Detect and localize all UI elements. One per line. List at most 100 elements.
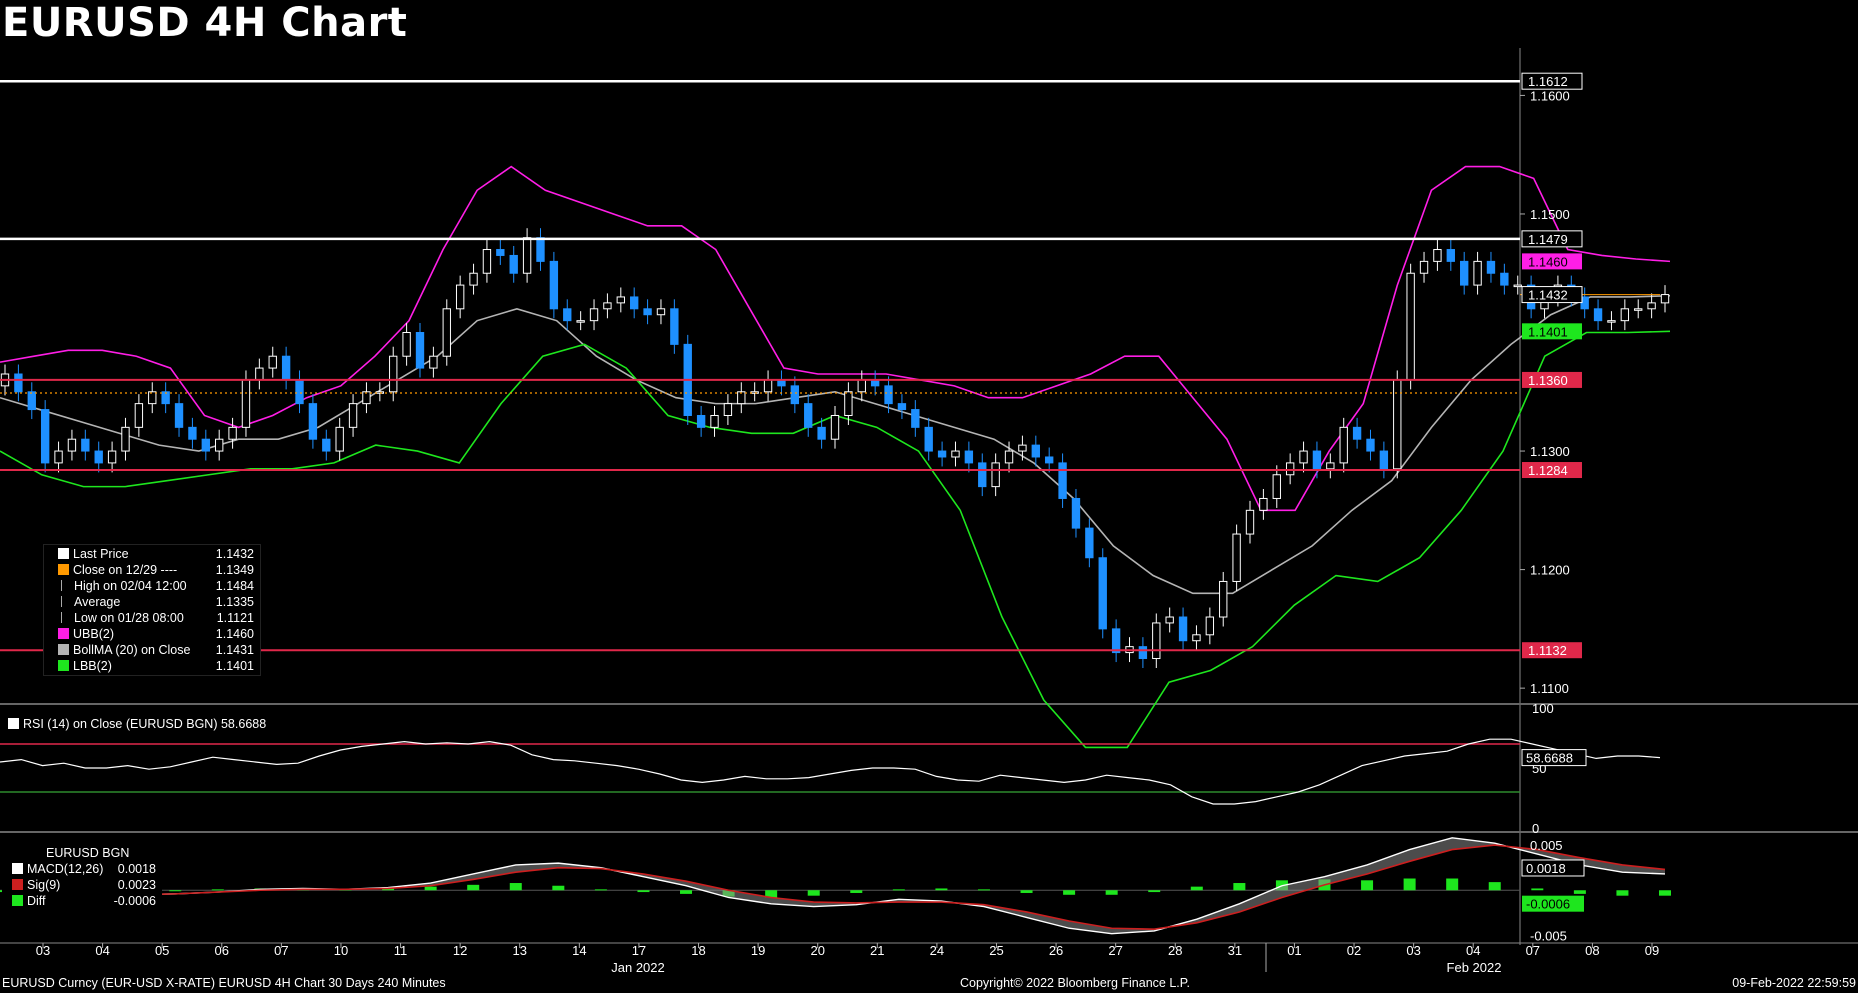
- candle-body: [817, 426, 826, 440]
- macd-diff-bar: [680, 890, 693, 894]
- signal-line: [4, 844, 1666, 930]
- candle-body: [1018, 444, 1027, 452]
- candle-body: [509, 254, 518, 274]
- legend-label: BollMA (20) on Close: [73, 643, 191, 657]
- candle-body: [1031, 444, 1040, 458]
- time-axis-label: 09: [1645, 943, 1659, 958]
- time-axis-label: 04: [95, 943, 109, 958]
- macd-diff-bar: [509, 883, 522, 891]
- macd-diff-bar: [1190, 886, 1203, 891]
- macd-diff-bar: [1616, 890, 1629, 896]
- candle-body: [1593, 308, 1603, 322]
- month-label: Feb 2022: [1447, 960, 1502, 975]
- macd-diff-bar: [1105, 890, 1118, 895]
- candle-body: [1205, 616, 1215, 636]
- macd-panel: -0.005 0.005 0.0018 -0.0006: [0, 837, 1671, 943]
- candle-body: [402, 332, 411, 357]
- time-axis-label: 02: [1347, 943, 1361, 958]
- candle-body: [455, 284, 465, 310]
- candle-body: [1486, 260, 1496, 274]
- candle-body: [1085, 527, 1094, 559]
- footer-security-description: EURUSD Curncy (EUR-USD X-RATE) EURUSD 4H…: [2, 976, 446, 990]
- macd-diff-bar: [467, 884, 480, 891]
- macd-diff-bar: [935, 888, 948, 891]
- candle-body: [1232, 533, 1241, 582]
- rsi-legend: RSI (14) on Close (EURUSD BGN) 58.6688: [8, 716, 308, 732]
- legend-label: UBB(2): [73, 627, 114, 641]
- candle-body: [1607, 320, 1616, 323]
- time-axis-label: 24: [930, 943, 944, 958]
- candle-body: [1339, 426, 1348, 464]
- rsi-legend-label: RSI (14) on Close (EURUSD BGN): [23, 717, 218, 731]
- price-tag-box: [1521, 286, 1583, 304]
- macd-diff-bar: [552, 885, 565, 891]
- candle-body: [215, 438, 224, 452]
- legend-value: 1.1335: [215, 595, 254, 609]
- bollinger-ma-line: [0, 294, 1671, 595]
- candle-body: [978, 462, 987, 488]
- candle-body: [362, 391, 371, 405]
- candle-body: [1111, 628, 1121, 654]
- candle-body: [188, 426, 197, 440]
- level-tag-box: [1522, 462, 1582, 479]
- macd-tag-label: 0.0018: [1526, 861, 1566, 876]
- macd-diff-bar: [850, 890, 863, 893]
- legend-label: High on 02/04 12:00: [74, 579, 187, 593]
- macd-legend-row: Diff -0.0006: [2, 893, 162, 909]
- candle-body: [1446, 249, 1455, 262]
- time-axis-label: 18: [691, 943, 705, 958]
- candle-body: [1299, 450, 1308, 464]
- legend-swatch: [61, 580, 68, 591]
- macd-line: [4, 837, 1666, 935]
- candle-body: [121, 426, 130, 452]
- legend-row: UBB(2) 1.1460: [44, 626, 260, 642]
- candle-body: [1004, 450, 1014, 464]
- legend-value: 1.1121: [216, 611, 254, 625]
- candle-body: [429, 355, 438, 369]
- rsi-tag-box: [1521, 749, 1587, 767]
- price-axis-label: 1.1200: [1530, 563, 1570, 578]
- level-tag-label: 1.1612: [1528, 74, 1568, 89]
- candle-body: [241, 379, 251, 428]
- rsi-tag-label: 58.6688: [1526, 751, 1573, 766]
- level-tag-label: 1.1284: [1528, 463, 1568, 478]
- legend-swatch: [58, 564, 69, 575]
- macd-diff-bar: [424, 886, 437, 891]
- candle-body: [335, 426, 344, 452]
- candle-body: [1272, 474, 1281, 499]
- price-tag-label: 1.1460: [1528, 254, 1568, 269]
- candle-body: [94, 450, 103, 464]
- macd-diff-bar: [1531, 888, 1544, 891]
- macd-legend-swatch: [12, 879, 23, 890]
- time-axis-label: 13: [513, 943, 527, 958]
- level-tag-box: [1522, 642, 1582, 659]
- level-tag-box: [1521, 230, 1583, 248]
- candle-body: [134, 403, 144, 428]
- candle-body: [1219, 580, 1228, 618]
- macd-diff-bar: [807, 890, 820, 896]
- macd-diff-bar: [594, 889, 607, 891]
- candle-body: [563, 308, 572, 322]
- time-axis-label: 12: [453, 943, 467, 958]
- candle-body: [107, 450, 117, 464]
- macd-legend-row: Sig(9) 0.0023: [2, 877, 162, 893]
- candle-body: [1419, 260, 1429, 274]
- candle-body: [656, 308, 666, 316]
- macd-legend: EURUSD BGN MACD(12,26) 0.0018 Sig(9) 0.0023…: [2, 845, 162, 909]
- macd-diff-bar: [1233, 883, 1246, 891]
- candle-body: [897, 403, 907, 411]
- legend-row: High on 02/04 12:00 1.1484: [44, 578, 260, 594]
- legend-row: Low on 01/28 08:00 1.1121: [44, 610, 260, 626]
- macd-diff-bar: [765, 890, 778, 898]
- time-axis-label: 14: [572, 943, 586, 958]
- candle-body: [991, 462, 1000, 488]
- candle-body: [1634, 308, 1643, 311]
- time-axis-label: 06: [215, 943, 229, 958]
- candle-body: [603, 302, 612, 310]
- macd-diff-bar: [382, 888, 395, 891]
- time-axis-label: 17: [632, 943, 646, 958]
- macd-legend-value: 0.0018: [117, 862, 156, 876]
- candle-body: [630, 296, 639, 310]
- candle-body: [1071, 497, 1081, 529]
- price-axis-label: 1.1300: [1530, 444, 1570, 459]
